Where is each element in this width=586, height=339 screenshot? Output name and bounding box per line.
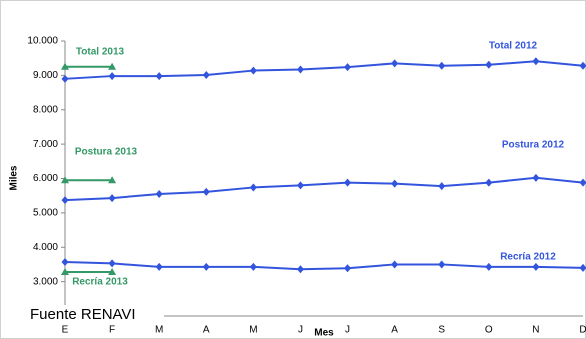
point-marker: [296, 265, 304, 274]
annotation-bg: [24, 305, 164, 323]
y-tick-label: 7.000: [33, 139, 58, 150]
series-line: [64, 261, 584, 271]
x-tick-label: S: [438, 325, 445, 336]
point-marker: [391, 260, 399, 269]
x-tick-label: J: [345, 325, 350, 336]
y-tick-label: 8.000: [33, 104, 58, 115]
point-marker: [438, 260, 446, 269]
x-tick-label: M: [155, 325, 163, 336]
point-marker: [249, 183, 257, 192]
point-marker: [532, 173, 540, 182]
x-tick-label: A: [391, 325, 398, 336]
series-label: Total 2013: [76, 47, 125, 58]
point-marker: [202, 187, 210, 196]
annotation: Fuente RENAVI: [30, 306, 136, 323]
point-marker: [344, 178, 352, 187]
point-marker: [485, 178, 493, 187]
point-marker: [485, 60, 493, 69]
point-marker: [344, 63, 352, 72]
point-marker: [344, 264, 352, 273]
point-marker: [108, 194, 116, 203]
point-marker: [249, 262, 257, 271]
y-tick-label: 4.000: [33, 242, 58, 253]
y-axis-title: Miles: [9, 165, 20, 190]
series-line: [64, 60, 584, 80]
series-label: Recría 2012: [500, 252, 556, 263]
point-marker: [532, 57, 540, 66]
point-marker: [579, 178, 586, 187]
point-marker: [438, 61, 446, 70]
x-tick-label: E: [62, 325, 69, 336]
point-marker: [108, 176, 117, 184]
y-tick-label: 5.000: [33, 208, 58, 219]
x-tick-label: J: [298, 325, 303, 336]
y-tick-label: 3.000: [33, 276, 58, 287]
point-marker: [61, 176, 69, 184]
point-marker: [391, 59, 399, 68]
x-tick-label: A: [203, 325, 210, 336]
point-marker: [155, 262, 163, 271]
series-line: [64, 176, 584, 202]
series-label: Total 2012: [489, 41, 538, 52]
x-tick-label: F: [109, 325, 115, 336]
point-marker: [249, 66, 257, 75]
x-tick-label: O: [485, 325, 493, 336]
point-marker: [391, 179, 399, 188]
point-marker: [108, 259, 116, 268]
point-marker: [61, 196, 69, 205]
y-tick-label: 6.000: [33, 173, 58, 184]
series-label: Recría 2013: [72, 277, 128, 288]
point-marker: [108, 268, 117, 275]
y-tick-label: 9.000: [33, 70, 58, 81]
point-marker: [61, 268, 69, 275]
point-marker: [108, 62, 117, 70]
point-marker: [296, 65, 304, 74]
series-label: Postura 2013: [75, 147, 138, 158]
point-marker: [438, 182, 446, 191]
point-marker: [296, 181, 304, 190]
y-tick-label: 10.000: [27, 36, 58, 47]
point-marker: [579, 61, 586, 70]
point-marker: [61, 258, 69, 267]
point-marker: [202, 71, 210, 80]
series-label: Postura 2012: [502, 140, 565, 151]
x-tick-label: M: [249, 325, 257, 336]
point-marker: [155, 189, 163, 198]
point-marker: [61, 74, 69, 83]
point-marker: [532, 262, 540, 271]
point-marker: [155, 72, 163, 81]
point-marker: [579, 263, 586, 272]
point-marker: [108, 72, 116, 81]
x-tick-label: D: [579, 325, 586, 336]
point-marker: [485, 262, 493, 271]
point-marker: [61, 62, 69, 70]
x-tick-label: N: [532, 325, 539, 336]
point-marker: [202, 262, 210, 271]
x-axis-title: Mes: [314, 328, 334, 339]
